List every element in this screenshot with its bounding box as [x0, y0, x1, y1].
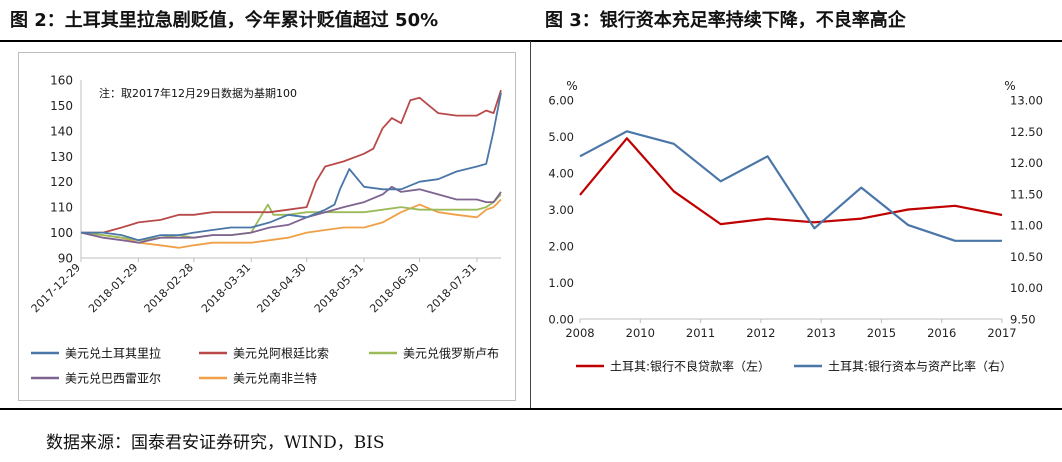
y-tick-label: 150	[50, 99, 73, 113]
y-tick-label: 100	[50, 226, 73, 240]
x-tick-label: 2015	[867, 326, 896, 340]
series-line	[80, 185, 502, 244]
left-y-tick-label: 6.00	[548, 94, 574, 108]
left-y-tick-label: 2.00	[548, 240, 574, 254]
chart-note: 注：取2017年12月29日数据为基期100	[99, 86, 297, 100]
bottom-rule	[0, 408, 1062, 410]
x-tick-label: 2018-03-31	[199, 261, 253, 315]
legend-label: 美元兑俄罗斯卢布	[403, 346, 499, 361]
left-y-tick-label: 0.00	[548, 313, 574, 327]
series-line	[80, 193, 502, 242]
x-tick-label: 2016	[927, 326, 956, 340]
legend-label: 土耳其:银行不良贷款率（左）	[610, 359, 770, 374]
right-y-tick-label: 11.00	[1010, 219, 1043, 233]
left-y-tick-label: 4.00	[548, 167, 574, 181]
right-figure-title: 图 3：银行资本充足率持续下降，不良率高企	[545, 10, 906, 31]
x-tick-label: 2018-07-31	[425, 261, 479, 315]
x-tick-label: 2018-05-31	[312, 261, 366, 315]
fx-chart-panel: 90 100 110 120 130 140 150 160 2017-12-29 2018-01…	[18, 52, 516, 401]
right-y-tick-label: 9.50	[1010, 313, 1036, 327]
series-line	[80, 198, 502, 249]
right-y-tick-label: 13.00	[1010, 94, 1043, 108]
left-figure-title: 图 2：土耳其里拉急剧贬值，今年累计贬值超过 50%	[10, 10, 439, 31]
left-axis-unit: %	[566, 79, 577, 93]
right-y-tick-label: 12.00	[1010, 156, 1043, 170]
bank-ratio-chart: 0.00 1.00 2.00 3.00 4.00 5.00 6.00 9.50 10.00 10.…	[548, 79, 1043, 374]
fx-index-chart: 90 100 110 120 130 140 150 160 2017-12-29 2018-01…	[29, 74, 502, 386]
right-y-tick-label: 10.00	[1010, 281, 1043, 295]
right-y-tick-label: 12.50	[1010, 125, 1043, 139]
y-tick-label: 140	[50, 124, 73, 138]
top-rule	[0, 40, 1062, 42]
series-line	[81, 89, 502, 234]
legend-label: 美元兑巴西雷亚尔	[65, 371, 161, 386]
y-tick-label: 120	[50, 175, 73, 189]
legend-label: 美元兑南非兰特	[233, 371, 317, 386]
series-line	[579, 130, 1002, 242]
panel-separator	[530, 41, 531, 409]
x-tick-label: 2008	[565, 326, 594, 340]
series-line	[81, 92, 502, 242]
bank-chart-panel: 0.00 1.00 2.00 3.00 4.00 5.00 6.00 9.50 10.00 10.…	[546, 52, 1046, 399]
x-tick-label: 2018-01-29	[86, 261, 140, 315]
legend-label: 土耳其:银行资本与资产比率（右）	[828, 359, 1012, 374]
right-y-tick-label: 10.50	[1010, 250, 1043, 264]
x-tick-label: 2018-04-30	[254, 261, 308, 315]
x-tick-label: 2011	[686, 326, 715, 340]
legend-label: 美元兑土耳其里拉	[65, 346, 161, 361]
x-tick-label: 2018-06-30	[367, 261, 421, 315]
left-y-tick-label: 1.00	[548, 276, 574, 290]
series-line	[579, 137, 1003, 226]
left-y-tick-label: 3.00	[548, 203, 574, 217]
x-tick-label: 2013	[807, 326, 836, 340]
y-tick-label: 130	[50, 150, 73, 164]
y-tick-label: 90	[58, 252, 73, 266]
y-tick-label: 160	[50, 74, 73, 88]
x-tick-label: 2017-12-29	[29, 261, 83, 315]
x-tick-label: 2012	[746, 326, 775, 340]
x-tick-label: 2010	[626, 326, 655, 340]
right-y-tick-label: 11.50	[1010, 187, 1043, 201]
y-tick-label: 110	[50, 201, 73, 215]
left-y-tick-label: 5.00	[548, 130, 574, 144]
x-tick-label: 2018-02-28	[142, 261, 196, 315]
x-tick-label: 2017	[987, 326, 1016, 340]
source-note: 数据来源：国泰君安证券研究，WIND，BIS	[46, 433, 385, 453]
legend-label: 美元兑阿根廷比索	[233, 347, 329, 361]
right-axis-unit: %	[1004, 79, 1015, 93]
